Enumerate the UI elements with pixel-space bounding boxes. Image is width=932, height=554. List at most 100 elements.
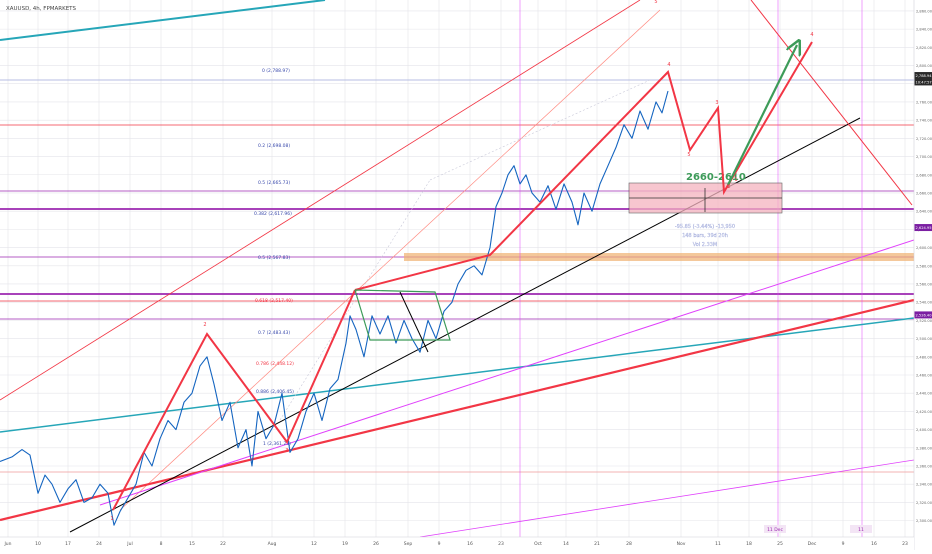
time-tick-label: 16 [871, 541, 877, 547]
time-tick-label: 15 [189, 541, 195, 547]
wave-label: 3 [285, 448, 288, 454]
price-tick-label: 2,760.00 [916, 100, 932, 104]
price-series-line [0, 91, 668, 525]
wave-label: 1 [110, 516, 113, 522]
price-tick-label: 2,360.00 [916, 465, 932, 469]
price-tick-label: 2,300.00 [916, 519, 932, 523]
trend-lines [0, 0, 914, 537]
price-tick-label: 2,640.00 [916, 210, 932, 214]
price-tick-label: 2,700.00 [916, 155, 932, 159]
wave-arrow-green [728, 45, 797, 185]
time-tick-label: Aug [268, 541, 277, 547]
time-tick-label: 23 [902, 541, 908, 547]
time-tick-label: 21 [594, 541, 600, 547]
fib-level-label: 0.2 (2,698.08) [258, 143, 290, 149]
price-tick-label: 2,400.00 [916, 428, 932, 432]
price-tick-label: 2,520.00 [916, 319, 932, 323]
horizontal-levels [0, 0, 914, 537]
time-tick-label: 9 [842, 541, 845, 547]
time-tick-label: 11 [715, 541, 721, 547]
price-tick-label: 2,460.00 [916, 373, 932, 377]
price-tick-label: 2,580.00 [916, 264, 932, 268]
time-tick-label: 8 [160, 541, 163, 547]
wave-label: 2 [203, 322, 206, 328]
wave-label: 4 [810, 32, 813, 38]
price-tick-label: 2,680.00 [916, 173, 932, 177]
time-tick-label: 23 [498, 541, 504, 547]
wave-label: 2 [727, 184, 730, 190]
time-tick-label: 14 [563, 541, 569, 547]
measure-text: Vol 2.33M [693, 242, 718, 248]
price-tick-label: 2,420.00 [916, 410, 932, 414]
fib-level-label: 0.7 (2,483.43) [258, 330, 290, 336]
price-tick-label: 2,820.00 [916, 46, 932, 50]
fib-level-label: 0.5 (2,567.83) [258, 255, 290, 261]
fib-level-label: 0.5 (2,665.73) [258, 180, 290, 186]
time-tick-label: Nov [677, 541, 686, 547]
fib-level-label: 0.382 (2,617.96) [254, 211, 292, 217]
price-tick-label: 2,800.00 [916, 64, 932, 68]
magenta-trendline [100, 240, 914, 505]
red-descending-line [751, 0, 912, 205]
price-tick-label: 2,440.00 [916, 392, 932, 396]
price-badge-label: 2,526.40 [916, 313, 932, 317]
price-badge-label: 2,788.94 [916, 74, 932, 78]
wave-label: 4 [667, 62, 670, 68]
price-tick-label: 2,560.00 [916, 282, 932, 286]
price-tick-label: 2,860.00 [916, 9, 932, 13]
fib-level-label: 0.886 (2,406.45) [256, 389, 294, 395]
grid [0, 0, 914, 537]
price-tick-label: 2,720.00 [916, 137, 932, 141]
price-tick-label: 2,380.00 [916, 446, 932, 450]
measure-text: 148 bars, 39d 20h [682, 233, 728, 239]
price-tick-label: 2,340.00 [916, 483, 932, 487]
fib-level-label: 0.786 (2,448.12) [256, 361, 294, 367]
magenta-trendline-lower [420, 460, 914, 537]
price-tick-label: 2,320.00 [916, 501, 932, 505]
time-tick-label: 22 [220, 541, 226, 547]
time-tick-label: 12 [311, 541, 317, 547]
time-tick-label: 19 [342, 541, 348, 547]
fib-level-label: 0.618 (2,517.40) [255, 298, 293, 304]
time-tick-label: Jun [3, 541, 11, 547]
time-tick-label: 24 [96, 541, 102, 547]
time-tick-label: 28 [626, 541, 632, 547]
price-tick-label: 2,480.00 [916, 355, 932, 359]
wave-label: 5 [687, 152, 690, 158]
fib-level-label: 0 (2,788.97) [262, 68, 290, 74]
price-tick-label: 2,540.00 [916, 301, 932, 305]
price-tick-label: 2,500.00 [916, 337, 932, 341]
time-tick-label: 9 [438, 541, 441, 547]
price-tick-label: 2,660.00 [916, 191, 932, 195]
time-tick-label: 16 [467, 541, 473, 547]
time-tick-label: Oct [534, 541, 542, 547]
time-tick-label: 17 [65, 541, 71, 547]
time-tick-label: Dec [808, 541, 817, 547]
wave-path-red [355, 42, 812, 290]
time-tick-label: Sep [404, 541, 413, 547]
wave-label: 3 [715, 100, 718, 106]
date-flag: 11 Dec [767, 527, 783, 533]
price-tick-label: 2,740.00 [916, 119, 932, 123]
time-tick-label: 25 [777, 541, 783, 547]
measure-text: -95.85 (-3.44%) -13,950 [675, 224, 735, 230]
dashed-guide [280, 180, 430, 420]
time-tick-label: 18 [746, 541, 752, 547]
chart-title: XAUUSD, 4h, FPMARKETS [6, 6, 77, 12]
price-badge-label: 2,624.95 [916, 226, 932, 230]
red-channel-lower [0, 300, 914, 520]
wave-path-red [113, 290, 355, 510]
price-badge-label: 10:47:57 [916, 80, 932, 84]
time-tick-label: 26 [373, 541, 379, 547]
time-tick-label: 10 [35, 541, 41, 547]
dashed-guide [430, 80, 650, 180]
price-tick-label: 2,600.00 [916, 246, 932, 250]
wave-label: 1 [734, 177, 737, 183]
price-tick-label: 2,840.00 [916, 28, 932, 32]
